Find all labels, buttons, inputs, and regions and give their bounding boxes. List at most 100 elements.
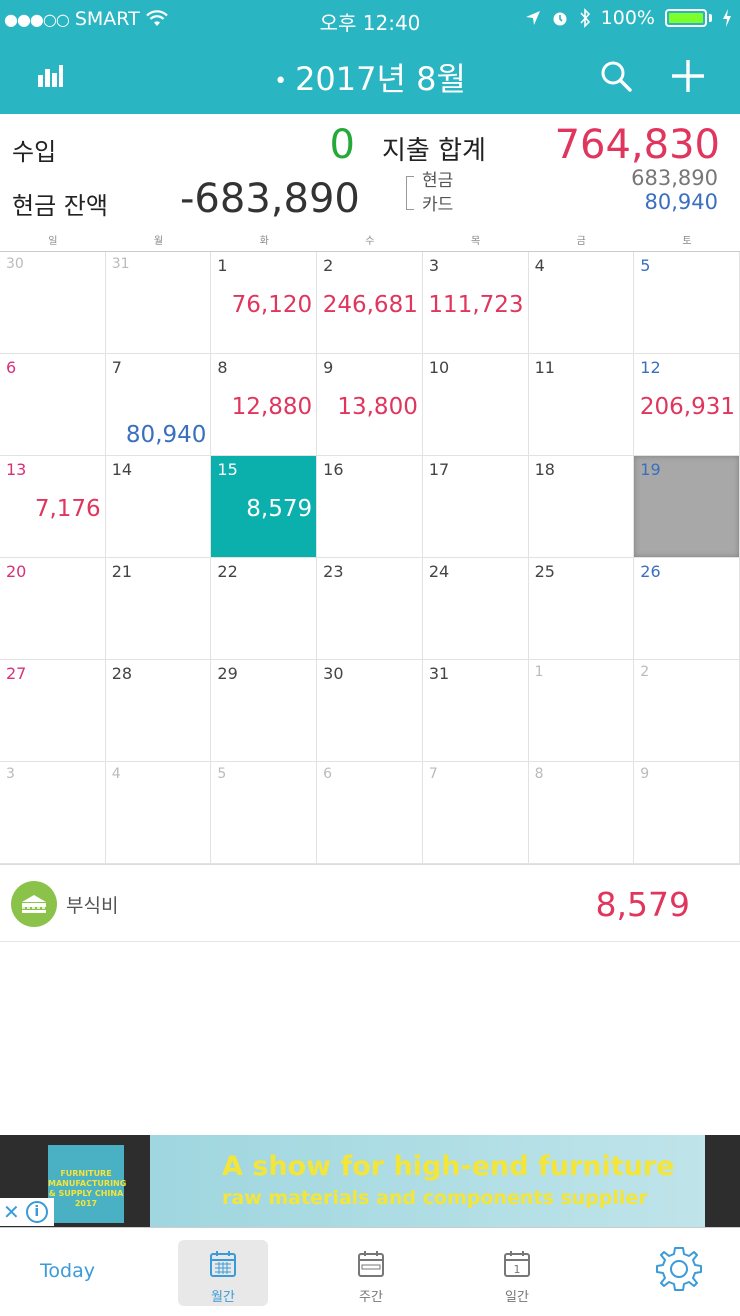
calendar-day-cell[interactable]: 26 <box>634 558 740 660</box>
income-value: 0 <box>329 122 355 168</box>
calendar-day-cell[interactable]: 2 246,681 <box>317 252 423 354</box>
title-dot: • <box>274 68 288 94</box>
calendar-day-cell[interactable]: 3 <box>0 762 106 864</box>
daily-calendar-icon: 1 <box>504 1251 530 1277</box>
month-title[interactable]: • 2017년 8월 <box>274 60 466 98</box>
signal-icon: ●●●○○ <box>4 9 70 29</box>
tab-daily[interactable]: 1 일간 <box>472 1240 562 1306</box>
day-number: 12 <box>640 358 661 377</box>
day-number: 30 <box>323 664 344 683</box>
day-number: 29 <box>217 664 238 683</box>
tab-monthly-label: 월간 <box>211 1290 235 1305</box>
day-number: 3 <box>6 766 15 782</box>
calendar-day-cell[interactable]: 8 12,880 <box>211 354 318 456</box>
calendar-day-cell[interactable]: 30 <box>317 660 423 762</box>
calendar-day-cell[interactable]: 28 <box>105 660 212 762</box>
ad-logo: FURNITURE MANUFACTURING & SUPPLY CHINA 2… <box>48 1145 126 1223</box>
calendar-day-cell[interactable]: 19 <box>634 456 740 558</box>
search-icon[interactable] <box>594 54 638 98</box>
calendar-day-cell[interactable]: 10 <box>422 354 529 456</box>
calendar-day-cell[interactable]: 4 <box>105 762 212 864</box>
calendar-day-cell[interactable]: 18 <box>528 456 635 558</box>
day-number: 5 <box>640 256 651 275</box>
day-expense-amount: 76,120 <box>231 292 313 318</box>
day-number: 23 <box>323 562 344 581</box>
calendar-day-cell[interactable]: 21 <box>105 558 212 660</box>
calendar-day-cell[interactable]: 5 <box>634 252 740 354</box>
calendar-day-cell[interactable]: 17 <box>422 456 529 558</box>
day-number: 13 <box>6 460 27 479</box>
calendar-day-cell[interactable]: 9 <box>634 762 740 864</box>
today-button[interactable]: Today <box>40 1260 95 1282</box>
day-number: 4 <box>111 766 121 782</box>
calendar-day-cell[interactable]: 8 <box>528 762 635 864</box>
ad-banner[interactable]: FURNITURE MANUFACTURING & SUPPLY CHINA 2… <box>0 1135 740 1227</box>
day-expense-amount: 13,800 <box>337 394 418 420</box>
day-number: 9 <box>640 766 650 782</box>
ad-background <box>150 1135 705 1227</box>
calendar-day-cell[interactable]: 1 <box>528 660 635 762</box>
charging-icon <box>723 9 731 27</box>
calendar-day-cell[interactable]: 22 <box>211 558 318 660</box>
tab-weekly[interactable]: 주간 <box>326 1240 416 1306</box>
calendar-day-cell[interactable]: 12 206,931 <box>634 354 740 456</box>
calendar-day-cell[interactable]: 20 <box>0 558 106 660</box>
calendar-day-cell[interactable]: 6 <box>0 354 106 456</box>
weekday-fri: 금 <box>576 236 586 247</box>
calendar-day-cell[interactable]: 4 <box>528 252 635 354</box>
weekday-mon: 월 <box>153 236 164 247</box>
day-expense-amount: 12,880 <box>231 394 313 420</box>
calendar-day-cell[interactable]: 5 <box>211 762 318 864</box>
weekly-calendar-icon <box>358 1251 384 1277</box>
day-expense-amount: 206,931 <box>639 394 735 420</box>
transaction-row[interactable]: 부식비 8,579 <box>0 864 740 942</box>
income-label: 수입 <box>12 138 57 166</box>
calendar-day-cell[interactable]: 1 76,120 <box>211 252 318 354</box>
calendar-day-cell[interactable]: 11 <box>528 354 635 456</box>
transaction-category: 부식비 <box>66 895 119 917</box>
day-number: 5 <box>217 766 227 782</box>
calendar-day-cell[interactable]: 23 <box>317 558 423 660</box>
ad-close-icon[interactable]: ✕ <box>3 1200 20 1224</box>
day-number: 15 <box>217 460 238 479</box>
calendar-day-cell[interactable]: 25 <box>528 558 635 660</box>
calendar-day-cell[interactable]: 29 <box>211 660 318 762</box>
ad-controls: ✕ i <box>0 1198 54 1226</box>
add-icon[interactable] <box>666 54 710 98</box>
calendar-day-cell[interactable]: 7 <box>422 762 529 864</box>
calendar-day-cell[interactable]: 7 80,940 <box>105 354 212 456</box>
transaction-amount: 8,579 <box>595 885 690 924</box>
summary-panel: 수입 0 현금 잔액 -683,890 지출 합계 764,830 현금 683… <box>0 114 740 232</box>
day-number: 1 <box>217 256 228 275</box>
calendar-day-cell[interactable]: 15 8,579 <box>211 456 318 558</box>
day-number: 9 <box>323 358 334 377</box>
card-sub-label: 카드 <box>422 195 454 215</box>
calendar-day-cell[interactable]: 30 <box>0 252 106 354</box>
calendar-day-cell[interactable]: 2 <box>634 660 740 762</box>
day-number: 26 <box>640 562 661 581</box>
ad-headline: A show for high-end furniture <box>222 1151 675 1182</box>
calendar-day-cell[interactable]: 6 <box>317 762 423 864</box>
calendar-day-cell[interactable]: 14 <box>105 456 212 558</box>
calendar-day-cell[interactable]: 3 111,723 <box>422 252 529 354</box>
weekday-tue: 화 <box>259 236 269 247</box>
day-expense-amount: 111,723 <box>428 292 524 318</box>
tab-monthly[interactable]: 월간 <box>178 1240 268 1306</box>
ad-info-icon[interactable]: i <box>25 1201 48 1223</box>
stats-chart-icon[interactable] <box>28 54 72 98</box>
gear-icon[interactable] <box>654 1244 704 1294</box>
ad-subline: raw materials and components supplier <box>222 1187 648 1209</box>
day-number: 8 <box>534 766 544 782</box>
calendar-day-cell[interactable]: 27 <box>0 660 106 762</box>
svg-text:1: 1 <box>514 1263 521 1276</box>
calendar-day-cell[interactable]: 13 7,176 <box>0 456 106 558</box>
calendar-day-cell[interactable]: 24 <box>422 558 529 660</box>
calendar-day-cell[interactable]: 16 <box>317 456 423 558</box>
cash-balance-label: 현금 잔액 <box>12 192 108 220</box>
calendar-day-cell[interactable]: 9 13,800 <box>317 354 423 456</box>
calendar-day-cell[interactable]: 31 <box>105 252 212 354</box>
day-number: 7 <box>428 766 438 782</box>
day-number: 14 <box>111 460 133 479</box>
calendar-day-cell[interactable]: 31 <box>422 660 529 762</box>
day-number: 30 <box>6 256 24 272</box>
